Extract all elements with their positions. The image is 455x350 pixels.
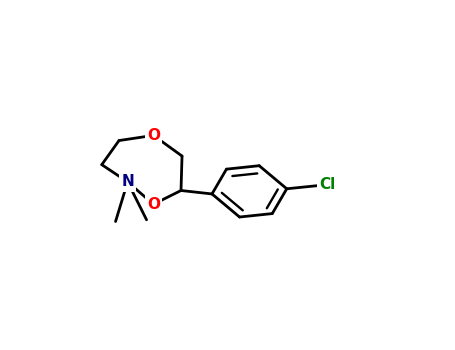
Text: N: N [121,174,134,189]
Text: O: O [147,197,160,212]
Text: O: O [147,128,160,143]
Text: Cl: Cl [319,177,335,192]
